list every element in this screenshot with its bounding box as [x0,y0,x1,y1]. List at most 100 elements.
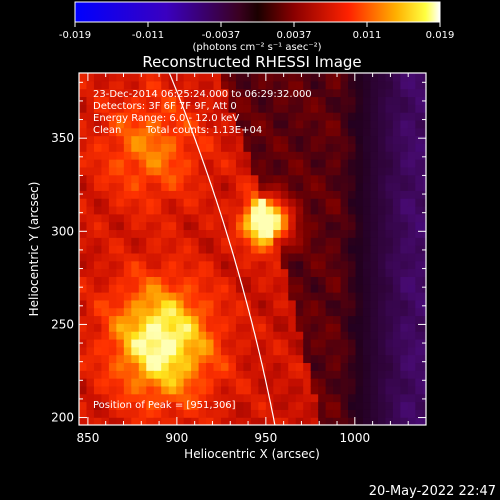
heatmap-pixel [377,315,387,324]
heatmap-pixel [108,80,117,90]
heatmap-pixel [265,401,274,410]
heatmap-pixel [400,276,409,285]
heatmap-pixel [377,198,387,207]
heatmap-pixel [340,190,349,199]
heatmap-pixel [168,385,177,395]
heatmap-pixel [363,268,372,277]
heatmap-pixel [280,370,289,379]
heatmap-pixel [310,252,319,262]
heatmap-pixel [79,119,88,129]
heatmap-pixel [191,237,200,246]
heatmap-pixel [318,252,327,262]
heatmap-pixel [228,409,237,418]
heatmap-pixel [370,307,379,317]
heatmap-pixel [131,393,140,403]
heatmap-pixel [138,182,147,191]
heatmap-pixel [318,213,327,223]
heatmap-pixel [348,323,357,332]
heatmap-pixel [400,331,409,340]
heatmap-pixel [198,260,207,270]
heatmap-pixel [131,237,140,246]
heatmap-pixel [370,112,379,121]
heatmap-pixel [325,127,334,137]
heatmap-pixel [392,80,401,90]
heatmap-pixel [377,346,387,356]
heatmap-pixel [318,354,327,364]
heatmap-pixel [258,401,267,410]
heatmap-pixel [273,119,282,129]
heatmap-pixel [116,88,125,98]
heatmap-pixel [370,393,379,403]
heatmap-pixel [101,119,110,129]
heatmap-pixel [392,159,401,168]
heatmap-pixel [108,315,117,324]
heatmap-pixel [153,268,162,277]
heatmap-pixel [101,190,110,199]
heatmap-pixel [265,221,274,231]
heatmap-pixel [116,198,125,207]
heatmap-pixel [415,205,424,215]
heatmap-pixel [116,174,125,184]
heatmap-pixel [176,315,185,324]
heatmap-pixel [243,159,252,168]
heatmap-pixel [138,260,147,270]
heatmap-pixel [183,362,192,371]
heatmap-pixel [183,135,192,144]
heatmap-pixel [221,237,230,246]
heatmap-pixel [333,260,342,270]
annotation-time-range: 23-Dec-2014 06:25:24.000 to 06:29:32.000 [93,89,312,100]
heatmap-pixel [228,292,237,301]
heatmap-pixel [93,378,103,387]
heatmap-pixel [407,166,416,176]
heatmap-pixel [86,354,95,364]
heatmap-pixel [303,362,312,371]
heatmap-pixel [377,299,387,309]
heatmap-pixel [258,221,267,231]
heatmap-pixel [206,174,215,184]
heatmap-pixel [325,299,334,309]
heatmap-pixel [108,205,117,215]
heatmap-pixel [288,73,297,82]
heatmap-pixel [295,252,304,262]
heatmap-pixel [235,119,245,129]
heatmap-pixel [138,229,147,238]
heatmap-pixel [228,370,237,379]
heatmap-pixel [295,237,304,246]
heatmap-pixel [355,80,364,90]
heatmap-pixel [153,276,162,285]
heatmap-pixel [101,174,110,184]
heatmap-pixel [228,96,237,105]
heatmap-pixel [108,143,117,152]
heatmap-pixel [370,221,379,231]
heatmap-pixel [348,284,357,293]
heatmap-pixel [325,190,334,199]
heatmap-pixel [123,237,132,246]
heatmap-pixel [213,268,222,277]
heatmap-pixel [206,151,215,160]
heatmap-pixel [370,73,379,82]
heatmap-pixel [221,323,230,332]
heatmap-pixel [206,104,215,113]
heatmap-pixel [93,135,103,144]
heatmap-pixel [183,221,192,231]
heatmap-pixel [400,417,409,425]
heatmap-pixel [198,96,207,105]
heatmap-pixel [191,323,200,332]
heatmap-pixel [363,417,372,425]
heatmap-pixel [258,73,267,82]
heatmap-pixel [221,182,230,191]
heatmap-pixel [138,96,147,105]
heatmap-pixel [280,143,289,152]
heatmap-pixel [333,346,342,356]
heatmap-pixel [250,268,259,277]
heatmap-pixel [273,385,282,395]
heatmap-pixel [422,401,426,410]
heatmap-pixel [318,112,327,121]
heatmap-pixel [123,331,132,340]
heatmap-pixel [183,151,192,160]
heatmap-pixel [303,323,312,332]
heatmap-pixel [265,338,274,348]
heatmap-pixel [108,112,117,121]
heatmap-pixel [221,393,230,403]
heatmap-pixel [213,307,222,317]
